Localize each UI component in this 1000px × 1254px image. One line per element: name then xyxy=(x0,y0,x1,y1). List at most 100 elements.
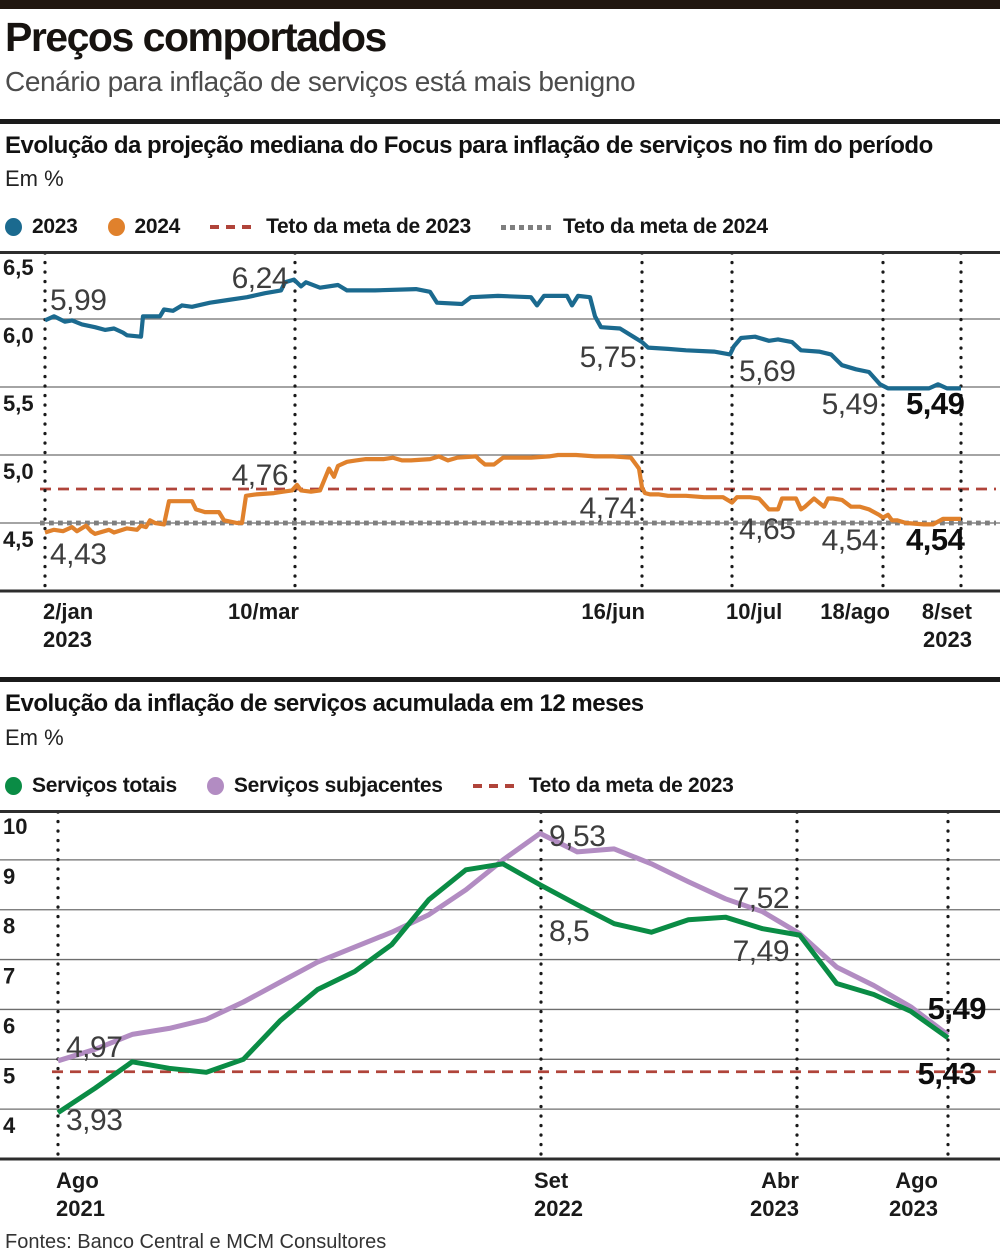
x-tick-year-label: 2023 xyxy=(889,1196,938,1221)
legend-label: 2023 xyxy=(32,215,78,239)
legend-item: Serviços totais xyxy=(5,774,177,798)
legend-dashed-line-icon xyxy=(472,783,519,788)
x-tick-label: Ago xyxy=(56,1168,99,1193)
series-line-servi-os-subjacentes xyxy=(57,830,950,1063)
x-tick-year-label: 2022 xyxy=(534,1196,583,1221)
x-tick-label: 10/jul xyxy=(726,599,782,624)
value-label: 4,54 xyxy=(822,524,878,557)
legend-label: 2024 xyxy=(134,215,181,239)
focus-projection-section: Evolução da projeção mediana do Focus pa… xyxy=(0,131,1000,653)
y-tick-label: 5,0 xyxy=(3,459,34,484)
legend-dot-icon xyxy=(107,218,125,237)
legend-item: Teto da meta de 2024 xyxy=(500,215,768,239)
value-label: 4,76 xyxy=(232,459,288,492)
value-label: 7,49 xyxy=(733,935,789,968)
top-border-bar xyxy=(0,0,1000,9)
x-tick-label: 18/ago xyxy=(820,599,890,624)
source-note: Fontes: Banco Central e MCM Consultores xyxy=(5,1230,387,1253)
value-label: 7,52 xyxy=(733,882,789,915)
legend-dot-icon xyxy=(5,218,22,237)
value-label: 4,97 xyxy=(66,1031,122,1064)
section-divider-1 xyxy=(0,118,1000,124)
value-label-final: 5,49 xyxy=(906,386,965,421)
x-tick-year-label: 2023 xyxy=(750,1196,799,1221)
y-tick-label: 5 xyxy=(3,1063,15,1088)
accumulated-chart-legend: Serviços totais Serviços subjacentes Teto … xyxy=(5,774,1000,798)
accumulated-inflation-section: Evolução da inflação de serviços acumula… xyxy=(0,690,1000,1221)
x-tick-label: 8/set xyxy=(922,599,973,624)
y-tick-label: 8 xyxy=(3,913,15,938)
legend-item: 2024 xyxy=(107,215,181,239)
value-label: 5,69 xyxy=(739,355,795,388)
value-label: 9,53 xyxy=(549,820,605,853)
legend-dashed-line-icon xyxy=(210,225,257,230)
x-tick-label: 16/jun xyxy=(581,599,645,624)
focus-chart-legend: 2023 2024 Teto da meta de 2023 Teto da meta… xyxy=(5,215,1000,239)
legend-label: Teto da meta de 2024 xyxy=(562,215,768,239)
value-label-final: 4,54 xyxy=(906,522,966,557)
page-header: Preços comportados Cenário para inflação… xyxy=(0,14,1000,98)
value-label: 5,49 xyxy=(822,388,878,421)
y-tick-label: 7 xyxy=(3,963,15,988)
value-label: 4,43 xyxy=(50,538,106,571)
legend-item: Serviços subjacentes xyxy=(206,773,443,798)
date-gridlines xyxy=(56,810,950,1161)
x-tick-label: Abr xyxy=(761,1168,799,1193)
legend-label: Serviços totais xyxy=(32,773,177,797)
value-annotations: 5,99 6,24 5,75 5,69 5,49 5,49 4,43 4,76 4,74 4,65… xyxy=(50,262,966,571)
y-tick-label: 6,0 xyxy=(3,323,34,348)
value-annotations: 4,97 3,93 9,53 8,5 7,52 7,49 5,49 5,43 xyxy=(66,820,987,1137)
y-tick-label: 9 xyxy=(3,863,15,888)
y-tick-label: 4,5 xyxy=(3,527,34,552)
legend-item: 2023 xyxy=(5,215,78,239)
focus-unit-label: Em % xyxy=(5,166,64,192)
x-axis-labels: Ago 2021 Set 2022 Abr 2023 Ago 2023 xyxy=(56,1168,938,1221)
gridlines xyxy=(0,318,1000,524)
x-tick-label: Ago xyxy=(895,1168,938,1193)
page-subtitle: Cenário para inflação de serviços está m… xyxy=(5,66,636,98)
legend-dotted-line-icon xyxy=(500,224,553,230)
value-label: 5,99 xyxy=(50,284,106,317)
y-tick-label: 4 xyxy=(3,1113,16,1138)
x-tick-year-label: 2023 xyxy=(43,627,92,652)
y-tick-label: 5,5 xyxy=(3,391,34,416)
x-tick-label: 10/mar xyxy=(228,599,299,624)
x-tick-label: Set xyxy=(534,1168,569,1193)
legend-dot-icon xyxy=(206,776,224,795)
legend-item: Teto da meta de 2023 xyxy=(472,773,734,798)
section-divider-2 xyxy=(0,677,1000,683)
series-line-servi-os-totais xyxy=(56,860,950,1115)
x-tick-year-label: 2023 xyxy=(923,627,972,652)
value-label: 6,24 xyxy=(232,262,288,295)
target-reference-lines xyxy=(40,487,996,526)
x-tick-year-label: 2021 xyxy=(56,1196,105,1221)
legend-label: Serviços subjacentes xyxy=(233,773,443,797)
y-axis-labels: 6,5 6,0 5,5 5,0 4,5 xyxy=(3,255,34,552)
y-axis-labels: 10 9 8 7 6 5 4 xyxy=(3,814,27,1138)
legend-dot-icon xyxy=(5,776,22,795)
legend-label: Teto da meta de 2023 xyxy=(528,773,734,797)
value-label-final: 5,49 xyxy=(928,991,987,1026)
legend-label: Teto da meta de 2023 xyxy=(266,215,471,239)
series-line-2024 xyxy=(44,453,961,537)
focus-chart-title: Evolução da projeção mediana do Focus pa… xyxy=(5,131,933,159)
accumulated-chart: 10 9 8 7 6 5 4 Ago 2021 Set 2022 Abr 2023 Ago 2023 4,97… xyxy=(0,809,1000,1221)
series-line-2023 xyxy=(44,277,961,391)
accumulated-unit-label: Em % xyxy=(5,724,64,750)
page-title: Preços comportados xyxy=(5,14,387,60)
value-label: 8,5 xyxy=(549,915,589,948)
date-gridlines xyxy=(43,251,963,593)
y-tick-label: 6 xyxy=(3,1013,15,1038)
x-axis-labels: 2/jan 2023 10/mar 16/jun 10/jul 18/ago 8/set 20… xyxy=(43,599,973,652)
value-label-final: 5,43 xyxy=(918,1056,977,1091)
value-label: 3,93 xyxy=(66,1104,122,1137)
accumulated-chart-title: Evolução da inflação de serviços acumula… xyxy=(5,690,644,718)
value-label: 4,65 xyxy=(739,513,795,546)
value-label: 4,74 xyxy=(580,492,636,525)
focus-chart: 6,5 6,0 5,5 5,0 4,5 2/jan 2023 10/mar 16/jun 10/j… xyxy=(0,251,1000,652)
legend-item: Teto da meta de 2023 xyxy=(210,215,471,239)
x-tick-label: 2/jan xyxy=(43,599,93,624)
value-label: 5,75 xyxy=(580,341,636,374)
y-tick-label: 6,5 xyxy=(3,255,34,280)
y-tick-label: 10 xyxy=(3,814,27,839)
